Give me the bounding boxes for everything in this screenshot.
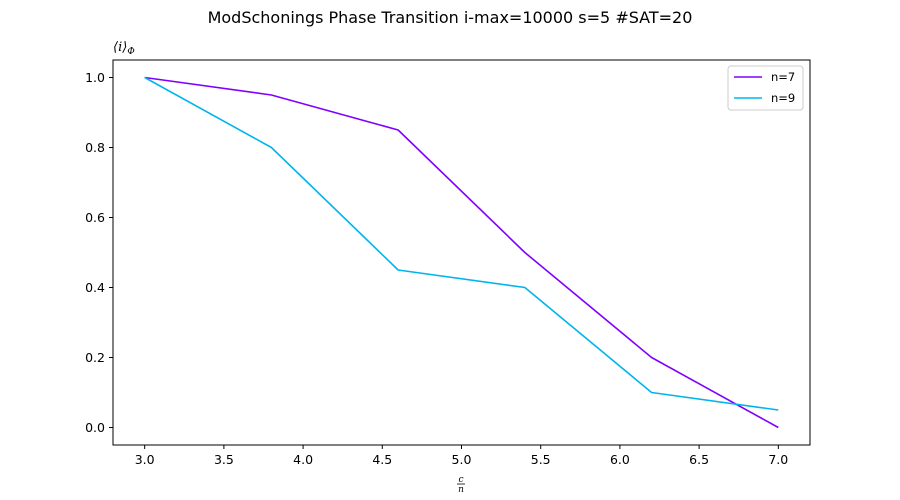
x-tick-label: 6.5 — [689, 452, 709, 467]
x-axis-label-numerator: c — [458, 475, 463, 485]
x-tick-label: 3.5 — [214, 452, 234, 467]
x-tick-label: 5.5 — [531, 452, 551, 467]
x-tick-label: 5.0 — [452, 452, 472, 467]
y-tick-label: 0.4 — [85, 280, 105, 295]
x-tick-label: 3.0 — [135, 452, 155, 467]
plot-area: 3.0 3.5 4.0 4.5 5.0 5.5 6.0 6.5 7.0 0.0 0.2 0.4 0.6 0… — [85, 59, 811, 467]
legend-label-n-7: n=7 — [771, 70, 795, 84]
x-axis-label-denominator: n — [458, 485, 464, 495]
x-axis-label: c n — [457, 475, 465, 495]
x-tick-label: 4.5 — [372, 452, 392, 467]
x-tick-label: 6.0 — [610, 452, 630, 467]
y-tick-label: 0.8 — [85, 140, 105, 155]
y-tick-label: 0.2 — [85, 350, 105, 365]
chart-title: ModSchonings Phase Transition i-max=1000… — [208, 8, 693, 27]
series-line-n-9 — [144, 76, 779, 411]
legend-label-n-9: n=9 — [771, 91, 795, 105]
y-tick-label: 1.0 — [85, 70, 105, 85]
y-tick-label: 0.0 — [85, 420, 105, 435]
x-tick-label: 4.0 — [293, 452, 313, 467]
y-tick-label: 0.6 — [85, 210, 105, 225]
x-tick-label: 7.0 — [768, 452, 788, 467]
series-line-n-7 — [144, 76, 779, 429]
y-axis-label: ⟨i⟩Φ — [113, 40, 135, 57]
